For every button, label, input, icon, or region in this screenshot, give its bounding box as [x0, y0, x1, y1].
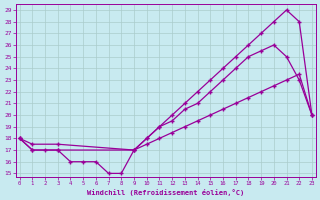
X-axis label: Windchill (Refroidissement éolien,°C): Windchill (Refroidissement éolien,°C) — [87, 189, 244, 196]
